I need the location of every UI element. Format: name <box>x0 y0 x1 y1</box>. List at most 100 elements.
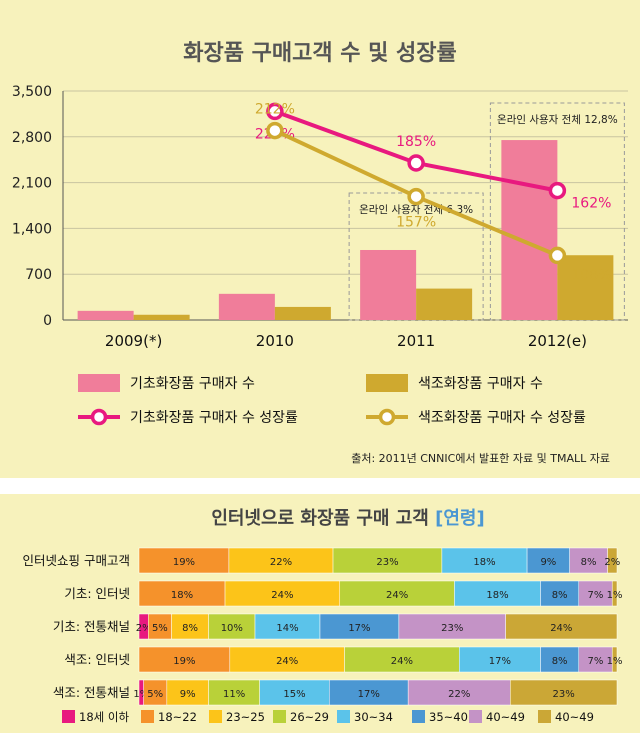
chart-title-bracket: [연령] <box>435 508 485 529</box>
legend-swatch <box>78 374 120 392</box>
segment-label: 1% <box>607 656 623 667</box>
source-note: 출처: 2011년 CNNIC에서 발표한 자료 및 TMALL 자료 <box>351 452 610 465</box>
data-label: 185% <box>396 134 436 150</box>
growth-chart: 화장품 구매고객 수 및 성장률 3,500 2,800 2,100 1,400 700 0… <box>12 41 628 465</box>
x-tick-label: 2010 <box>256 332 294 350</box>
chart-title: 화장품 구매고객 수 및 성장률 <box>183 41 457 66</box>
legend-label: 35~40 <box>429 710 468 724</box>
data-label: 157% <box>396 215 436 231</box>
segment-label: 24% <box>550 623 572 634</box>
y-tick-label: 700 <box>25 267 52 283</box>
row-label: 색조: 전통채널 <box>53 685 130 700</box>
series-point <box>407 187 425 206</box>
stack-segment <box>332 547 443 574</box>
annotation-text: 온라인 사용자 전체 12,8% <box>497 114 618 126</box>
legend-swatch <box>337 710 350 723</box>
segment-label: 8% <box>182 623 198 634</box>
row-label: 색조: 인터넷 <box>64 652 130 667</box>
segment-label: 8% <box>581 557 597 568</box>
segment-label: 1% <box>607 590 623 601</box>
segment-label: 7% <box>588 656 604 667</box>
stack-segment <box>208 613 256 640</box>
legend-swatch <box>273 710 286 723</box>
stack-segment <box>510 679 618 706</box>
bar <box>133 314 190 320</box>
segment-label: 17% <box>489 656 511 667</box>
bar <box>77 310 134 320</box>
legend-label: 18세 이하 <box>79 710 129 724</box>
legend-swatch-point <box>90 408 108 426</box>
y-tick-label: 2,100 <box>12 176 52 192</box>
stack-segment <box>459 646 541 673</box>
stack-segment <box>540 580 580 607</box>
legend-swatch <box>62 710 75 723</box>
series-point <box>266 102 284 121</box>
annotation-box <box>489 102 625 321</box>
x-tick-label: 2012(e) <box>528 332 587 350</box>
segment-label: 2% <box>136 623 152 634</box>
row-label: 인터넷쇼핑 구매고객 <box>23 553 130 568</box>
segment-label: 7% <box>588 590 604 601</box>
stack-segment <box>339 580 455 607</box>
x-tick-label: 2009(*) <box>105 332 162 350</box>
legend-label: 40~49 <box>486 710 525 724</box>
segment-label: 14% <box>276 623 298 634</box>
stack-segment <box>228 547 334 574</box>
series-point <box>548 181 567 200</box>
stack-segment <box>398 613 506 640</box>
stack-segment <box>171 613 209 640</box>
age-chart: 인터넷으로 화장품 구매 고객 [연령] 인터넷쇼핑 구매고객 19% 22% 23% 1… <box>23 508 623 724</box>
legend-label: 18~22 <box>158 710 197 724</box>
segment-label: 18% <box>473 557 495 568</box>
x-tick-label: 2011 <box>397 332 435 350</box>
segment-label: 17% <box>348 623 370 634</box>
legend-label: 23~25 <box>226 710 265 724</box>
age-chart-panel: 인터넷으로 화장품 구매 고객 [연령] 인터넷쇼핑 구매고객 19% 22% 23% 1… <box>0 494 640 733</box>
stack-segment <box>329 679 409 706</box>
data-label: 108% <box>571 267 611 283</box>
stack-segment <box>138 547 230 574</box>
y-tick-label: 3,500 <box>12 84 52 100</box>
segment-label: 11% <box>223 689 245 700</box>
bar <box>501 140 558 320</box>
chart-title: 인터넷으로 화장품 구매 고객 [연령] <box>211 508 484 529</box>
y-tick-label: 0 <box>43 313 52 329</box>
stack-segment <box>138 646 231 673</box>
segment-label: 23% <box>441 623 463 634</box>
segment-label: 8% <box>552 590 568 601</box>
stack-segment <box>569 547 608 574</box>
segment-label: 19% <box>173 557 195 568</box>
legend-label: 30~34 <box>354 710 393 724</box>
data-label: 162% <box>571 196 611 212</box>
series-point <box>407 154 425 172</box>
stack-segment <box>224 580 341 607</box>
y-tick-label: 1,400 <box>12 221 52 237</box>
stack-segment <box>526 547 570 574</box>
legend-swatch <box>366 374 408 392</box>
legend-swatch <box>538 710 551 723</box>
stack-segment <box>208 679 260 706</box>
stack-segment <box>578 580 613 607</box>
segment-label: 10% <box>221 623 243 634</box>
legend-label: 색조화장품 구매자 수 <box>418 376 543 392</box>
stack-segment <box>166 679 209 706</box>
segment-label: 22% <box>448 689 470 700</box>
row-label: 기초: 인터넷 <box>64 586 130 601</box>
segment-label: 5% <box>147 689 163 700</box>
segment-label: 23% <box>376 557 398 568</box>
series-point <box>548 246 567 265</box>
segment-label: 1% <box>133 689 149 700</box>
row-label: 기초: 전통채널 <box>53 619 130 634</box>
legend-swatch <box>469 710 482 723</box>
segment-label: 18% <box>171 590 193 601</box>
bar <box>416 288 473 320</box>
segment-label: 24% <box>386 590 408 601</box>
legend-swatch-point <box>378 408 396 426</box>
segment-label: 17% <box>358 689 380 700</box>
segment-label: 19% <box>173 656 195 667</box>
stack-segment <box>319 613 400 640</box>
segment-label: 24% <box>271 590 293 601</box>
stack-segment <box>540 646 580 673</box>
stack-segment <box>607 547 618 574</box>
legend-swatch <box>141 710 154 723</box>
